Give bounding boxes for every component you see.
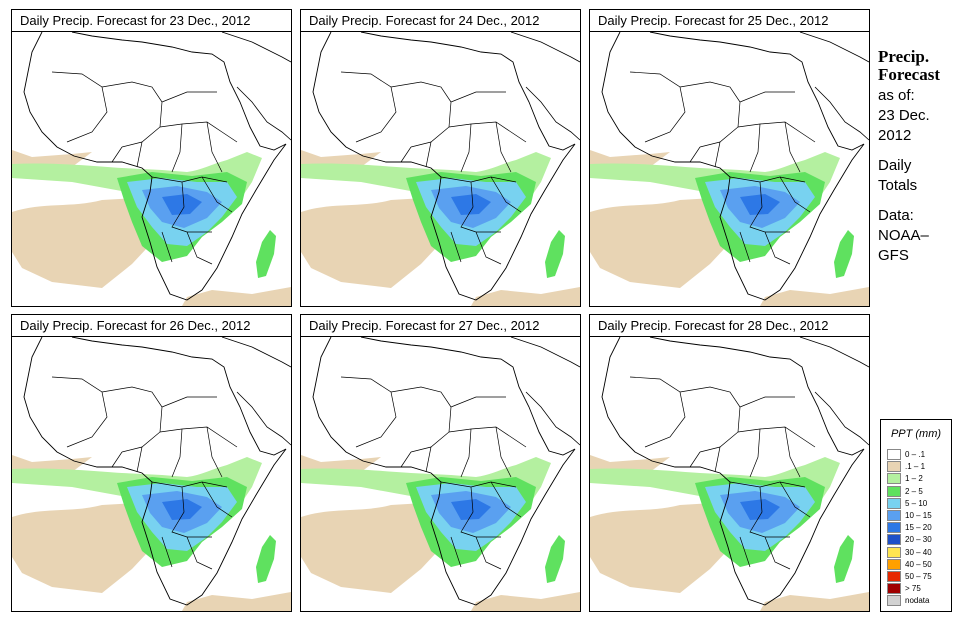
data-model: GFS [878, 247, 909, 264]
legend-item: .1 – 1 [887, 461, 951, 473]
legend-label: 40 – 50 [905, 559, 932, 569]
precip-legend: PPT (mm) 0 – .1 .1 – 1 1 – 2 2 – 5 5 – 10 10 … [880, 419, 952, 612]
legend-swatch [887, 473, 901, 485]
as-of-date: 23 Dec. [878, 107, 930, 124]
legend-item: 40 – 50 [887, 558, 951, 570]
forecast-info: Precip. Forecast as of: 23 Dec. 2012 Dai… [878, 48, 964, 266]
legend-swatch [887, 461, 901, 473]
as-of-label: as of: [878, 87, 915, 104]
forecast-panel-24dec: Daily Precip. Forecast for 24 Dec., 2012 [300, 9, 581, 307]
legend-label: 20 – 30 [905, 535, 932, 545]
forecast-panel-23dec: Daily Precip. Forecast for 23 Dec., 2012 [11, 9, 292, 307]
legend-title: PPT (mm) [890, 428, 942, 440]
daily-label: Daily [878, 157, 912, 174]
panel-title: Daily Precip. Forecast for 26 Dec., 2012 [12, 315, 291, 337]
legend-label: .1 – 1 [905, 462, 926, 472]
legend-item: 20 – 30 [887, 534, 951, 546]
precip-map [590, 337, 869, 611]
legend-item: 2 – 5 [887, 485, 951, 497]
legend-swatch [887, 558, 901, 570]
legend-swatch [887, 497, 901, 509]
data-source: NOAA– [878, 227, 929, 244]
legend-label: 0 – .1 [905, 450, 926, 459]
forecast-panel-26dec: Daily Precip. Forecast for 26 Dec., 2012 [11, 314, 292, 612]
totals-label: Totals [878, 177, 918, 194]
panel-title: Daily Precip. Forecast for 25 Dec., 2012 [590, 10, 869, 32]
forecast-panel-27dec: Daily Precip. Forecast for 27 Dec., 2012 [300, 314, 581, 612]
panel-title: Daily Precip. Forecast for 24 Dec., 2012 [301, 10, 580, 32]
precip-map [301, 337, 580, 611]
legend-item: 0 – .1 [887, 449, 951, 460]
legend-swatch [887, 534, 901, 546]
legend-label: 10 – 15 [905, 511, 932, 520]
as-of-year: 2012 [878, 127, 912, 144]
legend-item: nodata [887, 595, 951, 607]
panel-title: Daily Precip. Forecast for 23 Dec., 2012 [12, 10, 291, 32]
info-title-line2: Forecast [878, 65, 940, 84]
precip-map [590, 32, 869, 306]
legend-swatch [887, 510, 901, 521]
legend-item: 10 – 15 [887, 510, 951, 521]
forecast-panel-28dec: Daily Precip. Forecast for 28 Dec., 2012 [589, 314, 870, 612]
legend-item: 1 – 2 [887, 473, 951, 485]
legend-swatch [887, 485, 901, 497]
legend-item: 15 – 20 [887, 522, 951, 534]
legend-swatch [887, 571, 901, 582]
legend-label: nodata [905, 596, 930, 606]
legend-label: > 75 [905, 584, 921, 594]
legend-swatch [887, 449, 901, 460]
legend-swatch [887, 595, 901, 607]
legend-label: 5 – 10 [905, 498, 928, 508]
legend-label: 30 – 40 [905, 547, 932, 557]
info-title-line1: Precip. [878, 47, 930, 66]
legend-item: 30 – 40 [887, 546, 951, 558]
legend-swatch [887, 522, 901, 534]
legend-item: 5 – 10 [887, 497, 951, 509]
precip-map [301, 32, 580, 306]
precip-map [12, 337, 291, 611]
legend-item: > 75 [887, 583, 951, 595]
precip-map [12, 32, 291, 306]
panel-title: Daily Precip. Forecast for 28 Dec., 2012 [590, 315, 869, 337]
legend-swatch [887, 546, 901, 558]
legend-label: 50 – 75 [905, 572, 932, 581]
legend-label: 1 – 2 [905, 474, 923, 484]
legend-label: 15 – 20 [905, 523, 932, 533]
data-label: Data: [878, 207, 914, 224]
legend-item: 50 – 75 [887, 571, 951, 582]
forecast-panel-25dec: Daily Precip. Forecast for 25 Dec., 2012 [589, 9, 870, 307]
legend-swatch [887, 583, 901, 595]
legend-label: 2 – 5 [905, 486, 923, 496]
panel-title: Daily Precip. Forecast for 27 Dec., 2012 [301, 315, 580, 337]
